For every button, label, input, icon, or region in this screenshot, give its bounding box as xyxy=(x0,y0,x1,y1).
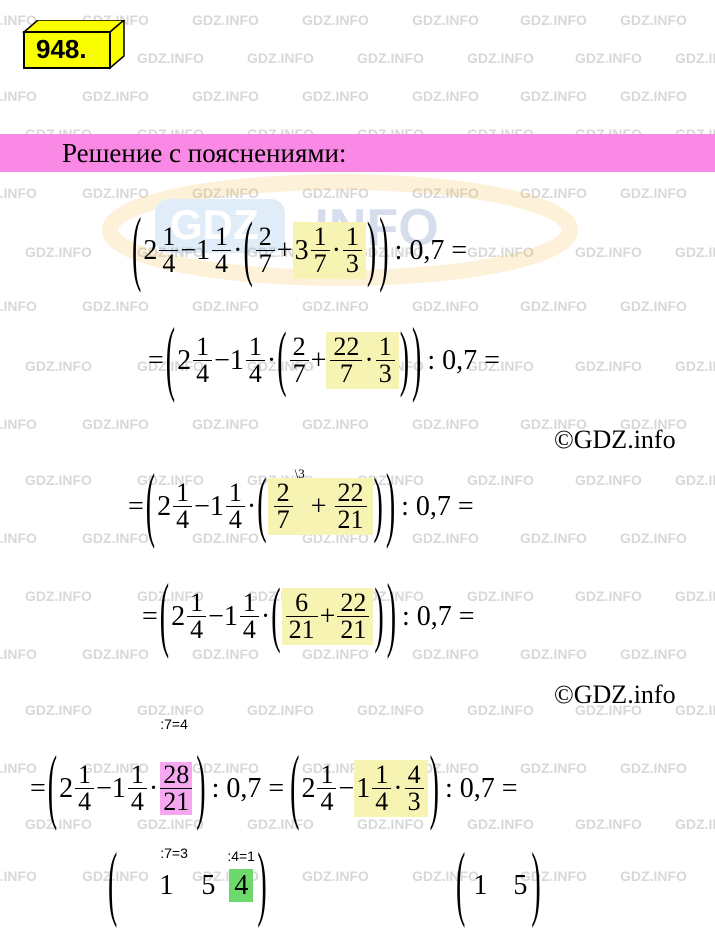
copyright-1: ©GDZ.info xyxy=(554,425,676,455)
equation-line-6-tail: ( 1 5 ) xyxy=(454,870,543,902)
equation-line-1: ( 2 14 − 1 14 · ( 27 + 3 17 · 13 ) ) : 0… xyxy=(130,222,467,279)
equation-line-3: = ( 2 14 − 1 14 · ( 27 \3 + 2221 ) ) : 0… xyxy=(128,478,474,535)
copyright-2: ©GDZ.info xyxy=(554,680,676,710)
equation-line-4: = ( 2 14 − 1 14 · ( 621 + 2221 ) ) : 0,7… xyxy=(142,588,475,645)
problem-number: 948. xyxy=(36,34,87,65)
problem-badge: 948. xyxy=(14,20,134,72)
equation-line-6-partial: ( 1 5 :4=1 4 ) xyxy=(106,870,269,902)
section-title: Решение с пояснениями: xyxy=(0,134,715,172)
equation-line-2: = ( 2 14 − 1 14 · ( 27 + 227 · 13 ) ) : … xyxy=(148,332,500,389)
equation-line-5: = ( 2 14 − 1 14 · :7=4 28 21 :7=3 ) : 0,… xyxy=(30,760,518,817)
